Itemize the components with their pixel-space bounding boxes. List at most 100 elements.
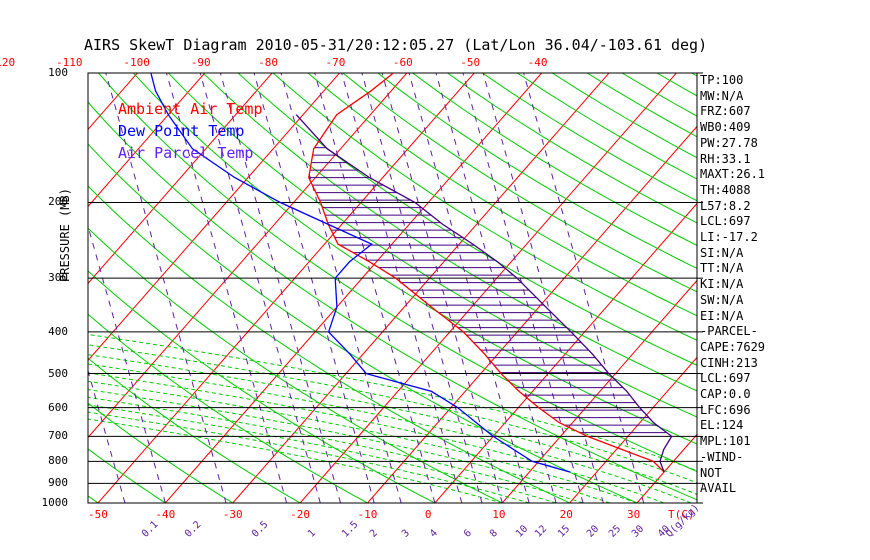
dry-adiabat-line xyxy=(0,73,31,503)
pressure-tick-label: 700 xyxy=(48,429,68,443)
stat-item: PW:27.78 xyxy=(700,135,758,150)
moist-adiabat-line xyxy=(88,404,557,503)
mixing-ratio-line xyxy=(219,73,341,503)
isotherm-line xyxy=(97,73,475,503)
top-temp-label: -120 xyxy=(0,56,16,69)
dry-adiabat-line xyxy=(88,313,368,503)
stat-item: SW:N/A xyxy=(700,292,744,307)
legend-ambient-temp: Ambient Air Temp xyxy=(118,100,263,118)
isotherm-line xyxy=(367,125,697,503)
mixing-ratio-line xyxy=(88,224,166,503)
dry-adiabat-line xyxy=(412,73,697,246)
moist-adiabat-line xyxy=(88,411,530,503)
isotherm-line xyxy=(501,279,697,503)
stat-item: RH:33.1 xyxy=(700,151,751,166)
dry-adiabat-line xyxy=(342,73,697,293)
isotherm-line xyxy=(88,73,408,439)
stats-panel: TP:100 MW:N/A FRZ:607 WB0:409 PW:27.78 RH:33.… xyxy=(700,73,765,497)
dry-adiabat-line xyxy=(88,227,503,503)
mixing-ratio-line xyxy=(166,73,288,503)
pressure-tick-label: 100 xyxy=(48,66,68,79)
bottom-temp-label: 20 xyxy=(559,508,573,521)
dry-adiabat-line xyxy=(88,185,570,503)
isotherm-line xyxy=(88,73,206,208)
pressure-tick-label: 600 xyxy=(48,400,68,414)
stat-item: FRZ:607 xyxy=(700,104,751,119)
stat-item: AVAIL xyxy=(700,481,737,496)
dry-adiabat-line xyxy=(88,402,234,503)
mixing-ratio-line xyxy=(523,73,645,503)
air-parcel-line xyxy=(295,114,673,473)
dry-adiabat-line xyxy=(202,73,697,392)
bottom-unit-label: T(C) xyxy=(668,508,695,521)
stat-item: -PARCEL- xyxy=(700,324,758,339)
chart-title: AIRS SkewT Diagram 2010-05-31/20:12:05.2… xyxy=(84,36,708,54)
bottom-temp-label: -50 xyxy=(88,508,108,521)
top-temp-label: -110 xyxy=(56,56,83,69)
dry-adiabat-line xyxy=(88,143,638,503)
profiles xyxy=(150,73,673,473)
top-temp-label: -100 xyxy=(123,56,150,69)
isotherm-line xyxy=(434,202,697,503)
stat-item: LCL:697 xyxy=(700,371,751,386)
mixing-ratio-line xyxy=(105,73,227,503)
mixing-ratio-line xyxy=(341,73,463,503)
dry-adiabat-line xyxy=(88,357,301,503)
bottom-temp-label: 30 xyxy=(627,508,641,521)
stat-item: KI:N/A xyxy=(700,277,744,292)
dry-adiabat-line xyxy=(88,448,166,503)
top-temp-label: -60 xyxy=(392,56,413,69)
stat-item: NOT xyxy=(700,465,722,480)
mixing-ratio-line xyxy=(199,73,321,503)
isotherm-line xyxy=(232,73,610,503)
isotherm-line xyxy=(0,73,3,503)
stat-item: TP:100 xyxy=(700,73,744,87)
top-temp-label: -50 xyxy=(460,56,481,69)
mixing-ratio-line xyxy=(482,73,604,503)
mixing-ratio-line xyxy=(408,73,530,503)
dry-adiabat-line xyxy=(237,73,697,366)
isotherm-line xyxy=(772,73,870,503)
isotherm-line xyxy=(88,73,340,362)
bottom-temp-label: -10 xyxy=(357,508,378,521)
pressure-tick-label: 900 xyxy=(48,476,68,490)
mixing-ratio-line xyxy=(381,73,503,503)
legend-dew-point: Dew Point Temp xyxy=(118,122,245,140)
dry-adiabat-line xyxy=(167,73,697,418)
bottom-temp-label: -30 xyxy=(222,508,243,521)
stat-item: MAXT:26.1 xyxy=(700,167,766,182)
isotherm-line xyxy=(88,73,273,285)
stat-item: LCL:697 xyxy=(700,214,751,229)
bottom-temp-label: 0 xyxy=(424,508,432,521)
pressure-tick-label: 800 xyxy=(48,454,68,468)
stat-item: L57:8.2 xyxy=(700,198,751,213)
mixing-ratio-line xyxy=(462,73,584,503)
stat-item: -WIND- xyxy=(700,449,744,464)
stat-item: CINH:213 xyxy=(700,355,758,370)
dry-adiabat-line xyxy=(133,73,697,445)
ambient-temp-line xyxy=(308,73,665,473)
dry-adiabat-line xyxy=(98,73,697,473)
pressure-tick-label: 400 xyxy=(48,324,68,338)
top-temp-label: -70 xyxy=(325,56,346,69)
dry-adiabat-line xyxy=(447,73,697,224)
stat-item: TH:4088 xyxy=(700,182,751,197)
dew-point-line xyxy=(150,73,570,473)
stat-item: CAP:0.0 xyxy=(700,387,751,402)
pressure-tick-label: 200 xyxy=(48,195,68,209)
mixing-ratio-line xyxy=(361,73,483,503)
stat-item: MW:N/A xyxy=(700,88,744,103)
stat-item: LI:-17.2 xyxy=(700,230,758,245)
dry-adiabat-line xyxy=(272,73,697,341)
top-temp-label: -80 xyxy=(258,56,278,69)
cape-hatch xyxy=(308,147,667,434)
stat-item: MPL:101 xyxy=(700,434,751,449)
pressure-tick-label: 300 xyxy=(48,271,68,285)
isotherm-line xyxy=(569,356,697,503)
stat-item: WB0:409 xyxy=(700,120,751,135)
stat-item: EL:124 xyxy=(700,418,744,433)
isotherm-line xyxy=(299,73,677,503)
dry-adiabat-line xyxy=(88,101,697,501)
mixing-ratio-line xyxy=(314,73,436,503)
dry-adiabat-line xyxy=(377,73,697,269)
